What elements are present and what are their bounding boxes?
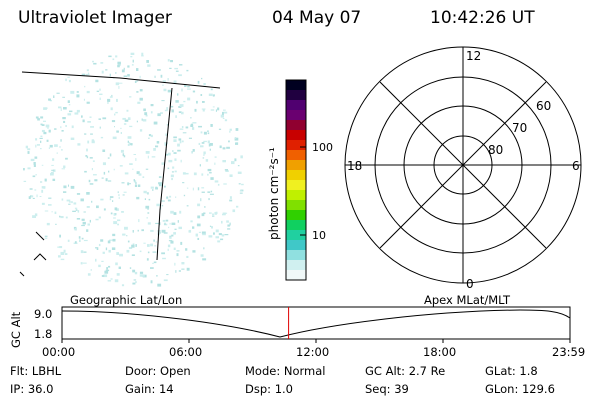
mlt-label-6: 6 xyxy=(572,159,580,173)
polar-diagonal-2 xyxy=(379,81,547,249)
status-gain-value: 14 xyxy=(158,382,174,396)
status-seq: Seq: 39 xyxy=(365,382,409,396)
status-mode-value: Normal xyxy=(283,364,326,378)
colorbar-band xyxy=(286,230,306,241)
colorbar-band xyxy=(286,250,306,261)
mlat-label-60: 60 xyxy=(536,99,551,113)
timeline-xtick-2359: 23:59 xyxy=(552,345,586,359)
time-label: 10:42:26 UT xyxy=(430,8,535,28)
limb-mark-3 xyxy=(19,271,25,277)
timeline-frame xyxy=(61,306,571,340)
status-gain: Gain: 14 xyxy=(125,382,174,396)
orbit-timeline xyxy=(61,306,571,343)
colorbar-band xyxy=(286,90,306,101)
status-flt-value: LBHL xyxy=(31,364,62,378)
limb-mark xyxy=(35,231,45,241)
colorbar-band xyxy=(286,120,306,131)
instrument-title: Ultraviolet Imager xyxy=(18,8,172,28)
polar-grid xyxy=(344,46,582,284)
colorbar-band xyxy=(286,260,306,271)
colorbar-band xyxy=(286,100,306,111)
mlat-label-70: 70 xyxy=(512,121,527,135)
timeline-right-label: Apex MLat/MLT xyxy=(424,293,511,307)
status-dsp-value: 1.0 xyxy=(274,382,293,396)
timeline-xtick-1800: 18:00 xyxy=(423,345,457,359)
altitude-curve xyxy=(61,309,571,338)
colorbar-band xyxy=(286,220,306,231)
status-mode: Mode: Normal xyxy=(245,364,326,378)
image-speckles xyxy=(23,52,244,287)
colorbar-tick-10: 10 xyxy=(312,229,326,242)
status-glat-value: 1.8 xyxy=(519,364,538,378)
colorbar-band xyxy=(286,210,306,221)
geographic-grid-line-right xyxy=(156,87,173,261)
timeline-xtick-0000: 00:00 xyxy=(42,345,76,359)
mlt-label-0: 0 xyxy=(466,277,474,291)
colorbar-band xyxy=(286,110,306,121)
status-door: Door: Open xyxy=(125,364,191,378)
colorbar-band xyxy=(286,240,306,251)
status-ip-value: 36.0 xyxy=(27,382,54,396)
colorbar-frame xyxy=(285,79,307,281)
status-glat: GLat: 1.8 xyxy=(485,364,538,378)
colorbar-band xyxy=(286,80,306,91)
mlat-label-80: 80 xyxy=(488,143,503,157)
colorbar-tick-100: 100 xyxy=(312,141,333,154)
status-seq-value: 39 xyxy=(394,382,409,396)
colorbar-ticks xyxy=(300,146,306,236)
colorbar-band xyxy=(286,200,306,211)
timeline-xtick-0600: 06:00 xyxy=(169,345,203,359)
date-label: 04 May 07 xyxy=(272,8,362,28)
status-glon-value: 129.6 xyxy=(521,382,555,396)
status-gc-alt: GC Alt: 2.7 Re xyxy=(365,364,446,378)
colorbar-band xyxy=(286,190,306,201)
status-gc-alt-value: 2.7 Re xyxy=(408,364,446,378)
status-glon: GLon: 129.6 xyxy=(485,382,555,396)
colorbar-band xyxy=(286,270,306,281)
status-ip: IP: 36.0 xyxy=(10,382,54,396)
colorbar-band xyxy=(286,130,306,141)
status-dsp: Dsp: 1.0 xyxy=(245,382,293,396)
uv-image-panel xyxy=(19,52,244,287)
colorbar-band xyxy=(286,180,306,191)
limb-mark-2 xyxy=(33,253,47,261)
timeline-ytick-1.8: 1.8 xyxy=(34,327,52,341)
timeline-ytick-9: 9.0 xyxy=(34,307,52,321)
intensity-colorbar xyxy=(286,80,306,281)
status-door-value: Open xyxy=(159,364,191,378)
mlt-label-18: 18 xyxy=(347,159,362,173)
geographic-grid-line-top xyxy=(21,71,221,89)
timeline-xtick-1200: 12:00 xyxy=(296,345,330,359)
colorbar-band xyxy=(286,160,306,171)
colorbar-band xyxy=(286,170,306,181)
timeline-left-label: Geographic Lat/Lon xyxy=(70,293,182,307)
timeline-axis-title: GC Alt xyxy=(9,311,23,348)
colorbar-unit-label: photon cm⁻²s⁻¹ xyxy=(267,147,281,240)
status-flt: Flt: LBHL xyxy=(10,364,62,378)
colorbar-band xyxy=(286,150,306,161)
colorbar-band xyxy=(286,140,306,151)
mlt-label-12: 12 xyxy=(466,49,481,63)
